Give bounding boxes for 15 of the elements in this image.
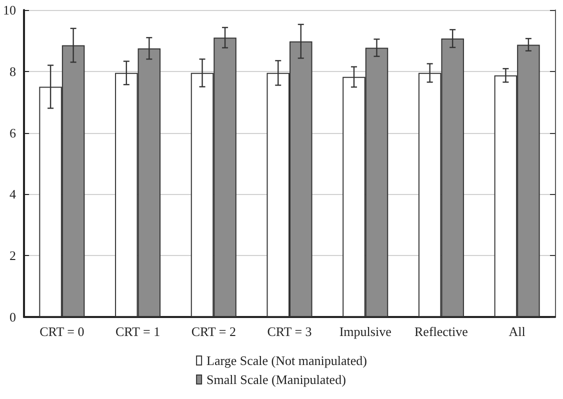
- y-tick-label: 10: [3, 2, 16, 18]
- x-tick-label: Reflective: [414, 324, 468, 339]
- x-tick-label: CRT = 2: [191, 324, 236, 339]
- y-tick-label: 4: [10, 186, 16, 202]
- x-tick-label: CRT = 3: [267, 324, 312, 339]
- legend-label: Large Scale (Not manipulated): [206, 353, 367, 368]
- y-tick-label: 0: [10, 310, 16, 324]
- legend-label: Small Scale (Manipulated): [206, 372, 346, 387]
- x-tick-label: All: [508, 324, 526, 339]
- x-tick-label: CRT = 1: [115, 324, 160, 339]
- y-tick-label: 2: [10, 248, 16, 264]
- y-tick-label: 6: [10, 125, 16, 140]
- y-tick-label: 8: [10, 64, 16, 79]
- x-tick-label: Impulsive: [339, 324, 392, 339]
- x-tick-label: CRT = 0: [40, 324, 84, 339]
